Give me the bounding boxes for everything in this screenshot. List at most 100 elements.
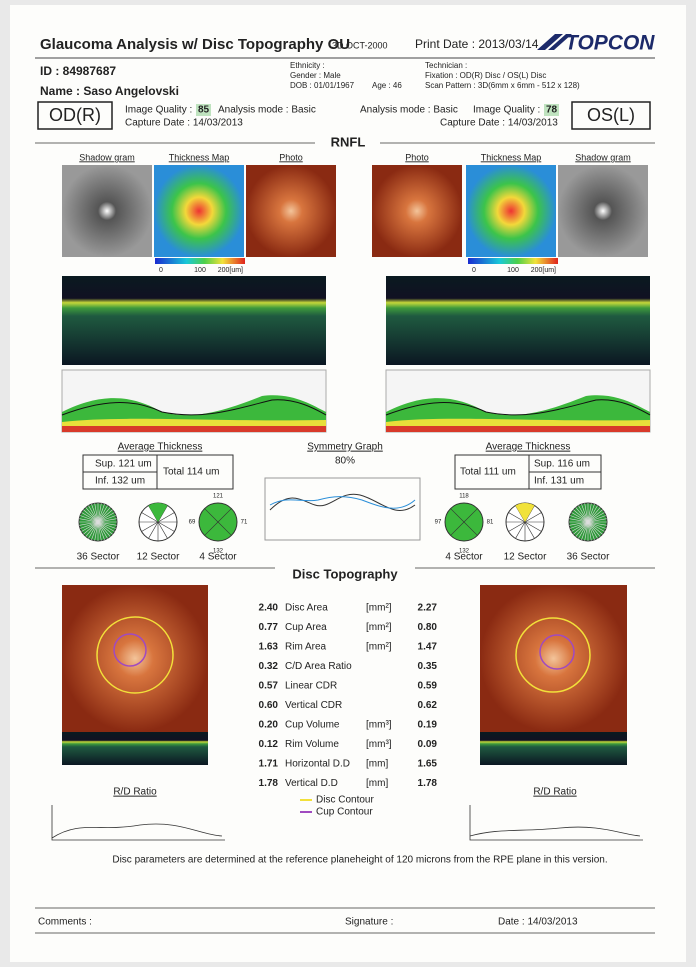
sector-value: 121 [213,494,224,500]
colorbar-label: 100 [194,267,206,274]
sector-value: 118 [459,494,469,500]
technician: Technician : [425,61,467,70]
unit: [mm³] [366,720,392,731]
parameter: Horizontal D.D [285,759,350,770]
parameter: Cup Volume [285,720,340,731]
parameter: Disc Area [285,603,328,614]
image-label: Thickness Map [169,152,230,162]
unit: [mm²] [366,642,392,653]
os-sup: Sup. 116 um [534,459,590,470]
od-quality: 85 [198,105,210,116]
od-value: 0.32 [259,661,279,672]
os-analysis: Analysis mode : Basic [360,105,458,116]
image [558,165,648,257]
od-value: 0.60 [259,700,279,711]
avg-title: Average Thickness [118,442,203,453]
parameter: Rim Area [285,642,327,653]
legend-cup: Cup Contour [316,807,373,818]
rnfl-title: RNFL [331,134,366,149]
parameter: Vertical D.D [285,778,338,789]
symmetry-title: Symmetry Graph [307,442,383,453]
od-value: 0.20 [259,720,279,731]
od-label: OD(R) [49,105,101,125]
bscan [386,276,650,365]
sector-label: 36 Sector [77,552,120,563]
od-capture: Capture Date : 14/03/2013 [125,118,243,129]
sector-label: 12 Sector [504,552,547,563]
od-value: 0.12 [259,739,279,750]
od-quality-label: Image Quality : [125,105,192,116]
os-quality: 78 [546,105,558,116]
unit: [mm³] [366,739,392,750]
os-value: 0.62 [418,700,438,711]
disc-title: Disc Topography [292,566,398,581]
print-date: Print Date : 2013/03/14 [415,37,539,51]
os-value: 0.59 [418,681,438,692]
gender: Gender : Male [290,71,341,80]
sector-value: 71 [241,520,248,526]
parameter: Cup Area [285,622,327,633]
os-value: 0.35 [418,661,438,672]
os-quality-label: Image Quality : [473,105,540,116]
os-disc-scan [480,732,627,765]
parameter: Linear CDR [285,681,337,692]
os-label: OS(L) [587,105,635,125]
image [154,165,244,257]
bscan [62,276,326,365]
parameter: C/D Area Ratio [285,661,352,672]
os-value: 1.47 [418,642,438,653]
image-label: Photo [405,152,429,162]
od-inf: Inf. 132 um [95,476,145,487]
image [62,165,152,257]
parameter: Vertical CDR [285,700,342,711]
scan-pattern: Scan Pattern : 3D(6mm x 6mm - 512 x 128) [425,81,580,90]
os-value: 1.78 [418,778,438,789]
od-value: 1.78 [259,778,279,789]
unit: [mm²] [366,622,392,633]
os-inf: Inf. 131 um [534,476,584,487]
brand: TOPCON [565,32,655,55]
parameter: Rim Volume [285,739,339,750]
report: Glaucoma Analysis w/ Disc Topography OU … [0,0,696,967]
legend-disc: Disc Contour [316,795,374,806]
colorbar [468,258,558,264]
patient-name: Name : Saso Angelovski [40,84,179,98]
od-sup: Sup. 121 um [95,459,152,470]
symmetry-value: 80% [335,456,355,467]
signature: Signature : [345,917,393,928]
sector-label: 4 Sector [199,552,237,563]
page: Glaucoma Analysis w/ Disc Topography OU … [0,0,696,967]
image [372,165,462,257]
od-disc-photo [62,585,208,732]
os-value: 0.19 [418,720,438,731]
os-disc-photo [480,585,627,732]
dob: DOB : 01/01/1967 [290,81,355,90]
note: Disc parameters are determined at the re… [112,855,607,866]
image-label: Shadow gram [79,152,135,162]
od-total: Total 114 um [163,467,220,478]
colorbar [155,258,245,264]
os-value: 0.80 [418,622,438,633]
os-total: Total 111 um [460,467,516,478]
image [466,165,556,257]
normative-red [62,426,326,432]
image-label: Shadow gram [575,152,631,162]
od-analysis: Analysis mode : Basic [218,105,316,116]
sector-label: 4 Sector [445,552,483,563]
os-value: 2.27 [418,603,438,614]
ethnicity: Ethnicity : [290,61,325,70]
unit: [mm²] [366,603,392,614]
image [246,165,336,257]
patient-id: ID : 84987687 [40,64,116,78]
unit: [mm] [366,778,388,789]
od-value: 0.77 [259,622,279,633]
os-capture: Capture Date : 14/03/2013 [440,118,558,129]
colorbar-label: 200[um] [218,267,243,274]
od-value: 1.71 [259,759,279,770]
od-value: 0.57 [259,681,279,692]
od-value: 2.40 [259,603,279,614]
age: Age : 46 [372,81,402,90]
colorbar-label: 100 [507,267,519,274]
rd-title: R/D Ratio [113,787,157,798]
image-label: Thickness Map [481,152,542,162]
